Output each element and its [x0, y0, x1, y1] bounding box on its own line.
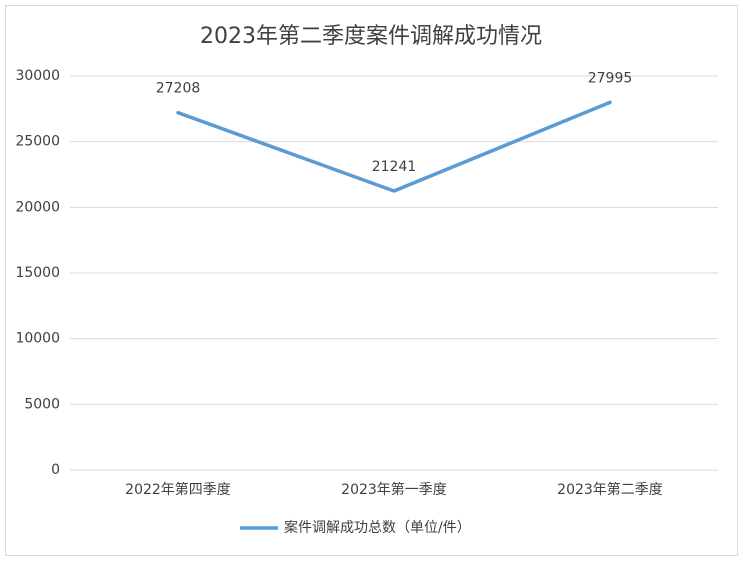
chart-title: 2023年第二季度案件调解成功情况 — [200, 24, 542, 49]
chart-border — [5, 5, 738, 556]
y-tick-label: 30000 — [15, 68, 60, 84]
x-tick-label: 2023年第一季度 — [341, 481, 447, 498]
x-tick-label: 2022年第四季度 — [125, 481, 231, 498]
y-tick-label: 0 — [51, 462, 60, 478]
y-tick-label: 15000 — [15, 265, 60, 281]
legend-label: 案件调解成功总数（单位/件） — [284, 519, 471, 536]
data-label: 21241 — [372, 159, 417, 175]
line-series — [176, 100, 612, 193]
data-label: 27208 — [156, 81, 201, 97]
y-tick-label: 10000 — [15, 331, 60, 347]
x-tick-label: 2023年第二季度 — [557, 481, 663, 498]
data-label: 27995 — [588, 70, 633, 86]
y-tick-label: 5000 — [24, 396, 60, 412]
y-tick-label: 25000 — [15, 134, 60, 150]
y-tick-label: 20000 — [15, 199, 60, 215]
